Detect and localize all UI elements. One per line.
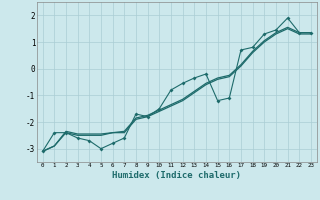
X-axis label: Humidex (Indice chaleur): Humidex (Indice chaleur) <box>112 171 241 180</box>
